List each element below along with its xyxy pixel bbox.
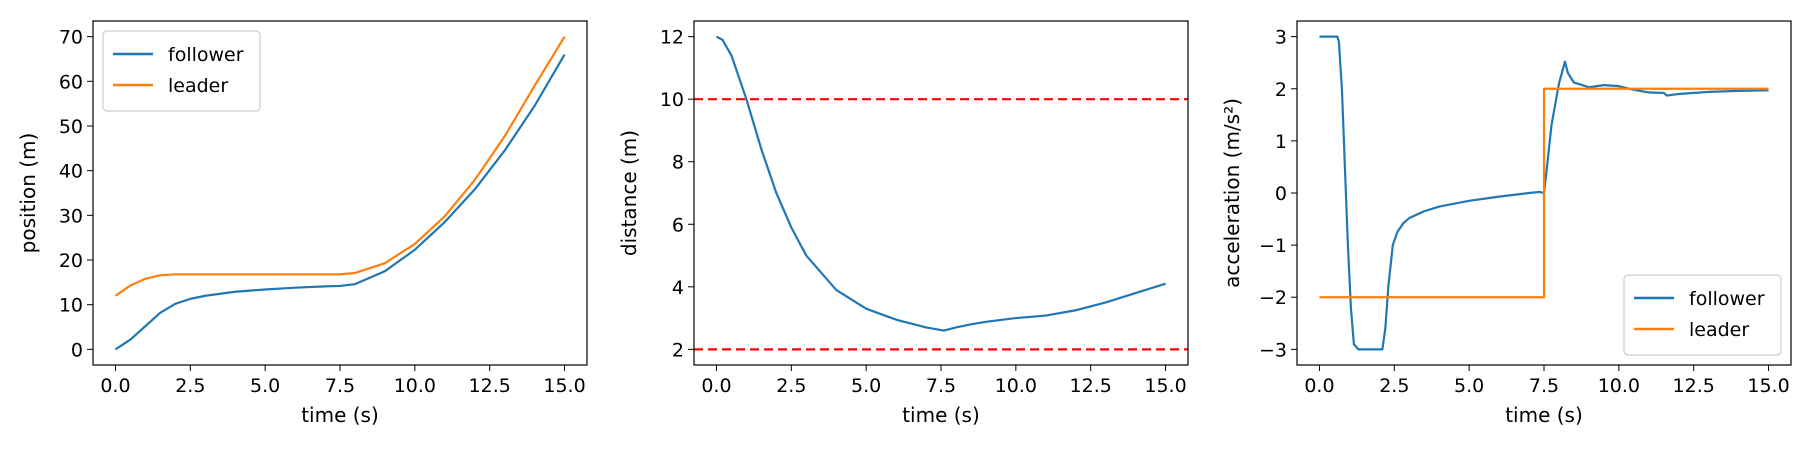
y-tick-label: 12 [660,27,684,49]
x-tick-label: 5.0 [1454,375,1484,397]
legend-label-follower: follower [1689,288,1765,310]
y-tick-label: 60 [59,71,83,93]
y-tick-label: 40 [59,161,83,183]
plot-area-position: 0.0 2.5 5.0 7.5 10.0 12.5 15.0 0 10 20 30 40 50 60 70 f… [59,20,588,397]
legend-box [102,30,261,112]
y-tick-label: −1 [1259,235,1287,257]
x-tick-label: 0.0 [1304,375,1334,397]
y-axis-label-position: position (m) [16,133,40,254]
x-tick-label: 0.0 [100,375,130,397]
x-tick-label: 10.0 [995,375,1037,397]
y-tick-label: 70 [59,27,83,49]
x-tick-label: 15.0 [1144,375,1186,397]
x-tick-label: 12.5 [1673,375,1715,397]
x-axis-label-position: time (s) [301,403,379,427]
x-tick-label: 5.0 [851,375,881,397]
series-line-follower [1319,35,1769,351]
x-tick-label: 7.5 [1529,375,1559,397]
series-line-series-0 [715,35,1166,332]
x-tick-label: 12.5 [469,375,511,397]
x-tick-label: 2.5 [1379,375,1409,397]
x-tick-label: 0.0 [701,375,731,397]
y-tick-label: 1 [1275,131,1287,153]
legend-label-leader: leader [168,75,228,97]
series-line-leader [114,36,566,297]
series-line-leader [1319,87,1769,299]
axes-frame [693,20,1189,366]
legend-box [1623,274,1782,356]
y-tick-label: 30 [59,205,83,227]
legend: follower leader [1623,274,1782,356]
y-tick-label: 0 [71,339,83,361]
y-axis-label-distance: distance (m) [617,130,641,256]
y-tick-label: 20 [59,250,83,272]
plot-area-distance: 0.0 2.5 5.0 7.5 10.0 12.5 15.0 2 4 6 8 10 12 [660,20,1189,397]
legend-label-follower: follower [168,44,244,66]
series-line-follower [114,53,566,351]
x-tick-label: 5.0 [250,375,280,397]
y-tick-label: −2 [1259,287,1287,309]
y-tick-label: 2 [672,339,684,361]
x-axis-label-distance: time (s) [902,403,980,427]
legend: follower leader [102,30,261,112]
y-tick-label: 50 [59,116,83,138]
y-tick-label: 3 [1275,27,1287,49]
x-axis-label-acceleration: time (s) [1505,403,1583,427]
subplot-distance: 0.0 2.5 5.0 7.5 10.0 12.5 15.0 2 4 6 8 10 12 time (s… [617,20,1189,427]
x-tick-label: 2.5 [175,375,205,397]
x-tick-label: 2.5 [776,375,806,397]
x-tick-label: 7.5 [926,375,956,397]
y-tick-label: 2 [1275,79,1287,101]
x-tick-label: 15.0 [1747,375,1789,397]
x-tick-label: 15.0 [543,375,585,397]
x-tick-label: 10.0 [394,375,436,397]
x-tick-label: 10.0 [1598,375,1640,397]
x-tick-label: 7.5 [325,375,355,397]
y-tick-label: 8 [672,152,684,174]
y-tick-label: 4 [672,277,684,299]
legend-label-leader: leader [1689,319,1749,341]
subplot-position: 0.0 2.5 5.0 7.5 10.0 12.5 15.0 0 10 20 30 40 50 60 70 f… [16,20,588,427]
y-axis-label-acceleration: acceleration (m/s²) [1220,98,1244,288]
x-tick-label: 12.5 [1070,375,1112,397]
subplot-acceleration: 0.0 2.5 5.0 7.5 10.0 12.5 15.0 −3 −2 −1 0 1 2 3 follow… [1220,20,1792,427]
y-tick-label: 10 [59,295,83,317]
y-tick-label: −3 [1259,339,1287,361]
y-tick-label: 0 [1275,183,1287,205]
y-tick-label: 10 [660,89,684,111]
y-tick-label: 6 [672,214,684,236]
plot-area-acceleration: 0.0 2.5 5.0 7.5 10.0 12.5 15.0 −3 −2 −1 0 1 2 3 follow… [1259,20,1792,397]
